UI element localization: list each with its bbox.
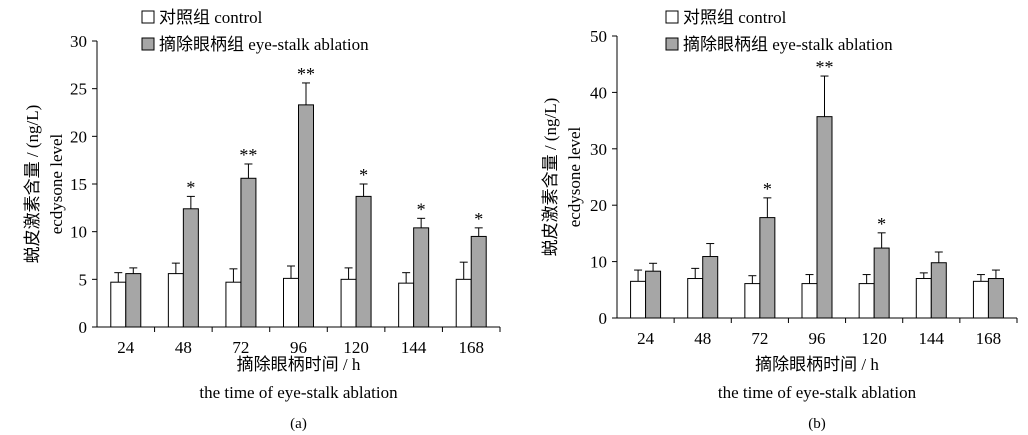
x-tick-label: 120 xyxy=(343,338,369,357)
bar-ablation xyxy=(759,217,776,319)
legend-label: 摘除眼柄组 eye-stalk ablation xyxy=(159,35,369,54)
y-tick-label: 10 xyxy=(590,253,607,272)
legend-label: 摘除眼柄组 eye-stalk ablation xyxy=(683,35,893,54)
bar-control xyxy=(687,278,704,319)
y-axis-label-en: ecdysone level xyxy=(565,126,584,227)
legend-swatch xyxy=(141,37,155,51)
bar-ablation xyxy=(125,273,142,328)
x-tick-label: 24 xyxy=(637,329,655,348)
x-tick-label: 48 xyxy=(175,338,192,357)
bar-control xyxy=(744,283,761,319)
y-tick-label: 15 xyxy=(70,175,87,194)
bar-ablation xyxy=(298,104,314,328)
significance-marker: ** xyxy=(816,57,834,77)
bar-control xyxy=(630,280,647,319)
y-axis-label-cn: 蜕皮激素含量 / (ng/L) xyxy=(23,105,42,264)
x-tick-label: 168 xyxy=(976,329,1002,348)
bar-ablation xyxy=(645,270,662,319)
x-tick-label: 24 xyxy=(117,338,135,357)
x-axis-label-en: the time of eye-stalk ablation xyxy=(199,383,398,402)
bar-control xyxy=(167,273,184,328)
significance-marker: * xyxy=(474,209,483,229)
bar-control xyxy=(972,280,989,319)
x-tick-label: 72 xyxy=(751,329,768,348)
x-tick-label: 144 xyxy=(401,338,427,357)
significance-marker: * xyxy=(186,177,195,197)
bar-ablation xyxy=(470,235,487,328)
panel-label: (b) xyxy=(808,416,826,432)
y-tick-label: 30 xyxy=(70,32,87,51)
y-tick-label: 10 xyxy=(70,223,87,242)
chart-panel-a: 0 5 10 15 20 25 30 24 48 * 72 ** 96 ** 120 * 144 * 168 * 蜕皮激… xyxy=(23,8,501,432)
y-tick-label: 25 xyxy=(70,80,87,99)
y-tick-label: 5 xyxy=(79,270,88,289)
bar-ablation xyxy=(816,116,833,319)
significance-marker: * xyxy=(877,214,886,234)
x-tick-label: 96 xyxy=(809,329,826,348)
bar-ablation xyxy=(873,247,890,319)
bar-ablation xyxy=(240,177,257,328)
x-tick-label: 48 xyxy=(694,329,711,348)
x-axis-label-cn: 摘除眼柄时间 / h xyxy=(755,355,879,374)
bar-control xyxy=(283,277,299,328)
bar-ablation xyxy=(182,208,199,328)
legend-swatch xyxy=(665,10,679,24)
bar-control xyxy=(398,282,415,328)
bar-ablation xyxy=(702,256,719,319)
x-tick-label: 144 xyxy=(919,329,945,348)
y-tick-label: 20 xyxy=(590,196,607,215)
bar-control xyxy=(455,278,472,328)
significance-marker: ** xyxy=(297,64,315,84)
legend-label: 对照组 control xyxy=(683,8,787,27)
bar-ablation xyxy=(987,278,1004,319)
bar-control xyxy=(225,281,242,328)
bar-control xyxy=(858,283,875,319)
x-axis-label-cn: 摘除眼柄时间 / h xyxy=(237,355,361,374)
significance-marker: * xyxy=(359,165,368,185)
y-tick-label: 0 xyxy=(79,318,88,337)
y-tick-label: 50 xyxy=(590,27,607,46)
legend-swatch xyxy=(665,37,679,51)
y-axis-label-en: ecdysone level xyxy=(47,133,66,234)
bar-ablation xyxy=(413,227,430,328)
chart-panel-b: 0 10 20 30 40 50 24 48 72 * 96 ** 120 * 144 168 蜕皮激素含量 /… xyxy=(541,8,1018,432)
x-axis-label-en: the time of eye-stalk ablation xyxy=(718,383,917,402)
legend-label: 对照组 control xyxy=(159,8,263,27)
bar-control xyxy=(915,278,932,319)
significance-marker: * xyxy=(763,179,772,199)
x-tick-label: 96 xyxy=(290,338,307,357)
bar-ablation xyxy=(930,262,947,319)
bar-control xyxy=(110,281,127,328)
y-tick-label: 20 xyxy=(70,127,87,146)
significance-marker: * xyxy=(417,199,426,219)
panel-label: (a) xyxy=(290,416,307,432)
y-tick-label: 0 xyxy=(599,309,608,328)
x-tick-label: 120 xyxy=(861,329,887,348)
y-tick-label: 30 xyxy=(590,140,607,159)
y-axis-label-cn: 蜕皮激素含量 / (ng/L) xyxy=(541,98,560,257)
legend-swatch xyxy=(141,10,155,24)
x-tick-label: 72 xyxy=(232,338,249,357)
x-tick-label: 168 xyxy=(458,338,484,357)
bar-control xyxy=(801,283,818,319)
significance-marker: ** xyxy=(239,145,257,165)
bar-control xyxy=(340,278,357,328)
bar-ablation xyxy=(355,195,372,328)
y-tick-label: 40 xyxy=(590,83,607,102)
